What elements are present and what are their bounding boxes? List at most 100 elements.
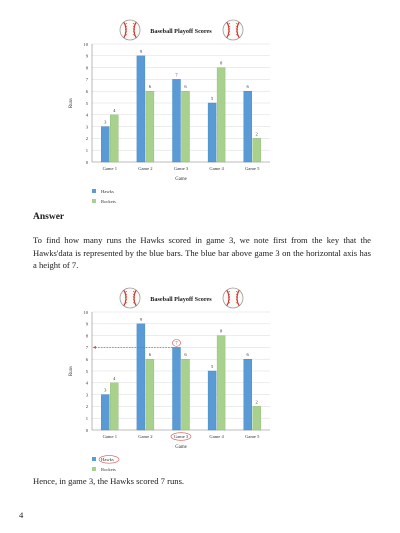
ball-stitch (235, 22, 239, 25)
data-label: 4 (113, 376, 116, 381)
data-label: 2 (256, 131, 259, 136)
y-tick-label: 10 (83, 42, 88, 47)
legend-label-hawks: Hawks (101, 189, 114, 194)
ball-stitch (124, 296, 128, 299)
ball-stitch (132, 34, 136, 36)
x-axis-label: Game (175, 445, 186, 450)
ball-stitch (227, 302, 231, 304)
ball-stitch (235, 296, 239, 299)
baseball-icon-left (119, 287, 141, 309)
ball-stitch (132, 22, 136, 25)
x-tick-label: Game 2 (138, 166, 153, 171)
bar-rockets (216, 67, 226, 163)
y-tick-label: 9 (86, 54, 89, 59)
data-label: 7 (175, 340, 178, 345)
legend-swatch-rockets (92, 467, 96, 471)
ball-stitch (132, 290, 136, 293)
ball-stitch (132, 302, 136, 304)
data-label: 4 (113, 108, 116, 113)
y-tick-label: 9 (86, 322, 89, 327)
baseball-icon-right (222, 287, 244, 309)
data-label: 6 (149, 352, 152, 357)
bar-rockets (252, 406, 261, 431)
ball-stitch (124, 28, 128, 31)
ball-stitch (227, 290, 231, 293)
y-tick-label: 6 (86, 89, 89, 94)
bar-rockets (252, 138, 261, 163)
bar-rockets (216, 335, 226, 431)
y-tick-label: 4 (86, 381, 89, 386)
legend-swatch-hawks (92, 457, 96, 461)
chart-svg: Baseball Playoff Scores 0 1 2 3 4 5 6 7 8 9 10 Runs G… (69, 19, 270, 204)
x-tick-label: Game 5 (245, 434, 260, 439)
data-label: 8 (220, 61, 223, 66)
legend-swatch-hawks (92, 189, 96, 193)
x-axis-label: Game (175, 177, 186, 182)
baseball-icon-left (119, 19, 141, 41)
y-tick-label: 3 (86, 392, 89, 397)
ball-stitch (235, 34, 239, 36)
y-tick-label: 0 (86, 428, 89, 433)
bar-chart-baseball-scores: Baseball Playoff Scores 0 1 2 3 4 5 6 7 8 9 10 Runs G… (0, 8, 400, 208)
bar-rockets (145, 90, 155, 163)
ball-stitch (227, 22, 231, 25)
ball-body (119, 19, 141, 41)
bar-hawks (101, 126, 110, 163)
y-tick-label: 2 (86, 404, 89, 409)
y-tick-label: 3 (86, 124, 89, 129)
data-label: 2 (256, 399, 259, 404)
bar-rockets (110, 382, 119, 431)
ball-stitch (132, 293, 136, 296)
y-tick-label: 8 (86, 333, 89, 338)
data-label: 7 (175, 72, 178, 77)
x-tick-label: Game 3 (174, 434, 189, 439)
y-tick-label: 0 (86, 160, 89, 165)
ball-seam-left (226, 21, 230, 39)
ball-stitch (132, 31, 136, 34)
ball-seam-right (133, 289, 137, 307)
x-tick-label: Game 2 (138, 434, 153, 439)
ball-stitch (124, 34, 128, 36)
ball-stitch (235, 28, 239, 31)
ball-stitch (235, 290, 239, 293)
y-tick-label: 5 (86, 369, 89, 374)
conclusion-text: Hence, in game 3, the Hawks scored 7 run… (33, 476, 185, 486)
legend-label-rockets: Rockets (101, 467, 116, 472)
ball-stitch (235, 25, 239, 28)
data-label: 5 (211, 364, 214, 369)
bar-hawks (207, 370, 217, 431)
bar-hawks (172, 79, 181, 163)
bar-rockets (181, 358, 190, 431)
data-label: 6 (184, 352, 187, 357)
bar-hawks (136, 323, 146, 431)
ball-body (222, 19, 244, 41)
x-tick-label: Game 4 (209, 166, 224, 171)
data-label: 8 (220, 329, 223, 334)
y-tick-label: 2 (86, 136, 89, 141)
ball-stitch (132, 299, 136, 302)
baseball-icon-right (222, 19, 244, 41)
ball-stitch (124, 293, 128, 296)
ball-stitch (132, 28, 136, 31)
ball-body (222, 287, 244, 309)
bar-chart-baseball-scores-annotated: Baseball Playoff Scores 0 1 2 3 4 5 6 7 8 9 10 Runs G… (0, 276, 400, 476)
ball-seam-right (236, 289, 240, 307)
ball-body (119, 287, 141, 309)
ball-stitch (227, 31, 231, 34)
y-tick-label: 8 (86, 65, 89, 70)
data-label: 9 (140, 317, 143, 322)
x-tick-label: Game 4 (209, 434, 224, 439)
y-tick-label: 7 (86, 77, 89, 82)
chart-title: Baseball Playoff Scores (150, 296, 212, 303)
data-label: 3 (104, 120, 107, 125)
ball-stitch (235, 302, 239, 304)
bar-hawks (136, 55, 146, 163)
answer-heading: Answer (33, 212, 65, 222)
data-label: 6 (184, 84, 187, 89)
x-tick-label: Game 3 (174, 166, 189, 171)
highlight-ring-category (170, 432, 192, 441)
y-tick-label: 1 (86, 148, 89, 153)
x-tick-label: Game 1 (103, 166, 118, 171)
ball-stitch (227, 293, 231, 296)
bar-hawks (243, 358, 252, 431)
